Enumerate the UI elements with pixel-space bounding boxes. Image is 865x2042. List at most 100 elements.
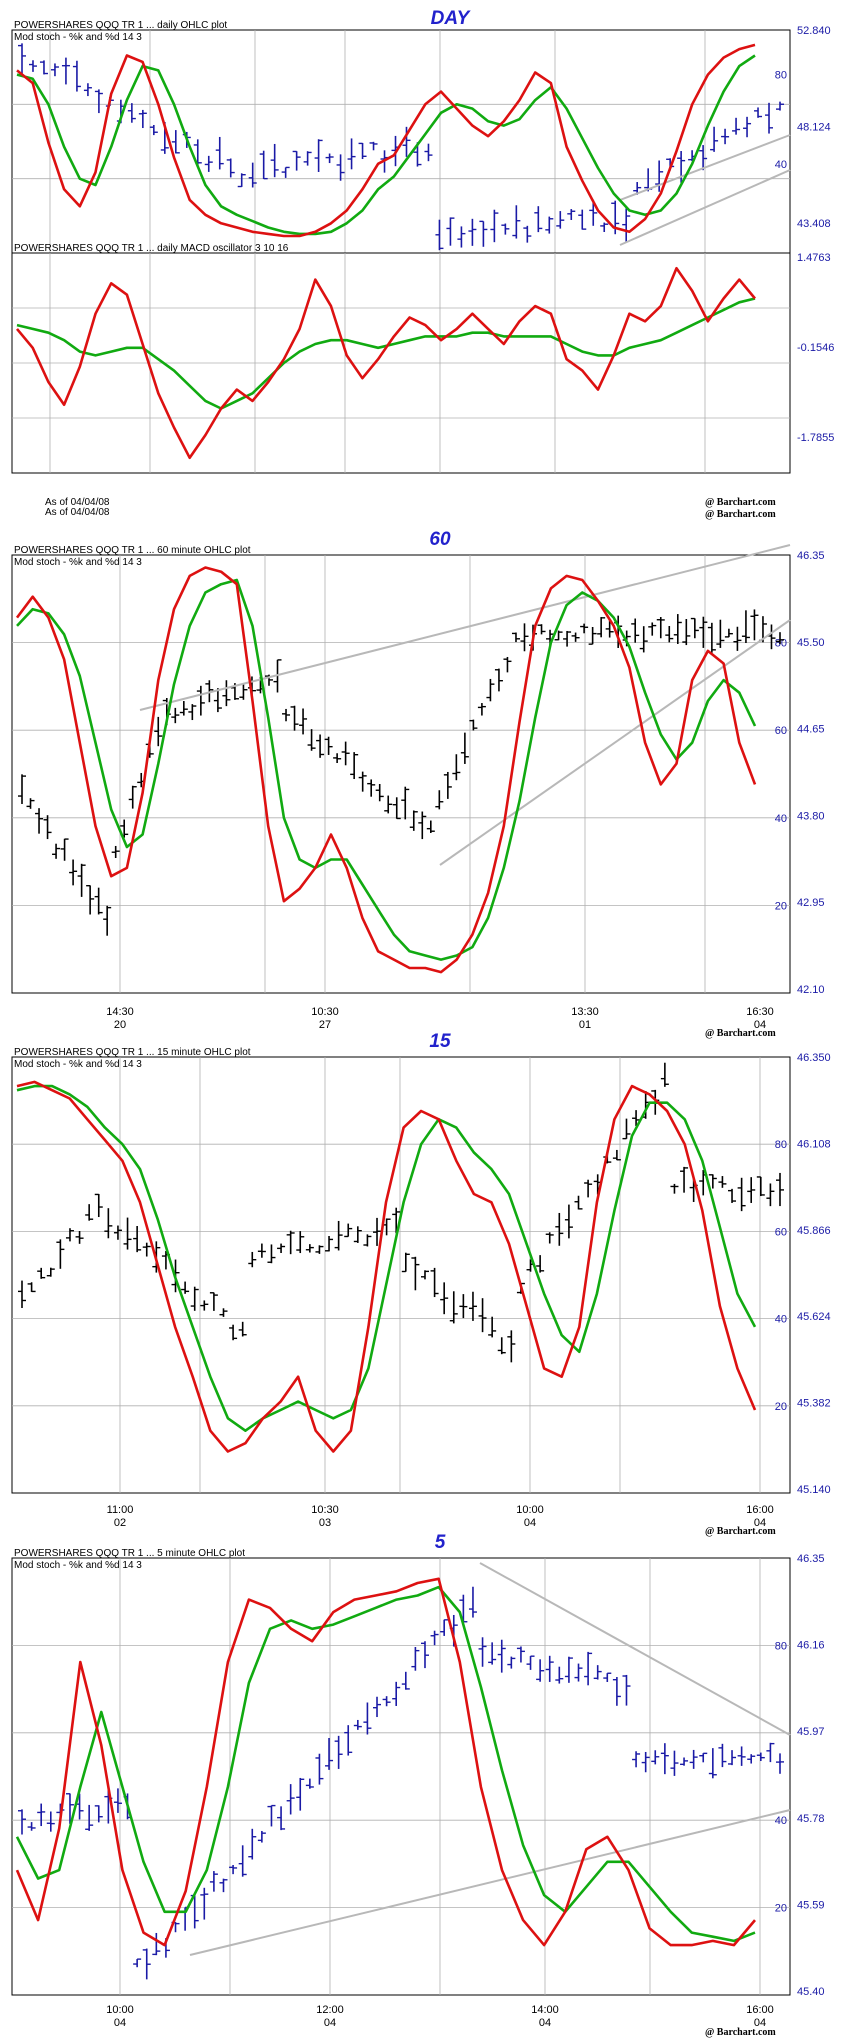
x-tick-label: 16:00 [746, 2004, 774, 2016]
x-tick-label: 12:00 [316, 2004, 344, 2016]
price-tick-label: 48.124 [797, 122, 831, 134]
price-tick-label: 42.95 [797, 897, 825, 909]
price-tick-label: 46.35 [797, 1553, 825, 1565]
trendlines [139, 544, 791, 866]
stoch-tick-label: 20 [775, 900, 787, 912]
stoch-tick-label: 40 [775, 813, 787, 825]
price-tick-label: 43.408 [797, 218, 831, 230]
price-tick-label: 43.80 [797, 810, 825, 822]
stoch-d-line [16, 578, 757, 961]
grid-lines [12, 1057, 790, 1493]
panel-frame-m60 [11, 554, 791, 994]
x-tick-label: 14:30 [106, 1006, 134, 1018]
stoch-caption: Mod stoch - %k and %d 14 3 [14, 1560, 142, 1571]
x-sub-tick-label: 02 [114, 1517, 126, 1529]
x-sub-tick-label: 01 [579, 1019, 591, 1031]
stoch-k-line [15, 566, 757, 974]
stoch-tick-label: 20 [775, 1401, 787, 1413]
stoch-k-line [16, 1080, 757, 1453]
price-tick-label: 45.97 [797, 1726, 825, 1738]
stoch-tick-label: 80 [775, 1640, 787, 1652]
x-tick-label: 11:00 [107, 1504, 134, 1516]
panel-frame-m15 [11, 1056, 791, 1494]
barchart-credit: @ Barchart.com [705, 497, 776, 508]
trendlines [189, 1562, 791, 1956]
stoch-caption: Mod stoch - %k and %d 14 3 [14, 32, 142, 43]
trendlines [619, 134, 791, 246]
stoch-tick-label: 80 [775, 70, 787, 82]
price-tick-label: 46.35 [797, 550, 825, 562]
stoch-tick-label: 40 [775, 159, 787, 171]
x-tick-label: 16:00 [746, 1504, 774, 1516]
x-sub-tick-label: 04 [539, 2017, 551, 2029]
x-sub-tick-label: 04 [324, 2017, 336, 2029]
stoch-tick-label: 40 [775, 1815, 787, 1827]
x-sub-tick-label: 27 [319, 1019, 331, 1031]
price-tick-label: 45.59 [797, 1899, 825, 1911]
macd-caption: POWERSHARES QQQ TR 1 ... daily MACD osci… [14, 243, 289, 254]
panel-frame-m5 [11, 1557, 791, 1996]
stoch-tick-label: 20 [775, 1903, 787, 1915]
price-tick-label: 46.16 [797, 1640, 825, 1652]
ohlc-bars [18, 1062, 784, 1363]
stoch-tick-label: 40 [775, 1314, 787, 1326]
price-caption: POWERSHARES QQQ TR 1 ... 15 minute OHLC … [14, 1047, 251, 1058]
price-tick-label: 45.140 [797, 1484, 831, 1496]
x-sub-tick-label: 03 [319, 1517, 331, 1529]
stoch-tick-label: 60 [775, 1226, 787, 1238]
x-sub-tick-label: 04 [524, 1517, 536, 1529]
macd-tick-label: -0.1546 [797, 342, 834, 354]
price-caption: POWERSHARES QQQ TR 1 ... daily OHLC plot [14, 20, 227, 31]
macd-tick-label: 1.4763 [797, 252, 831, 264]
stoch-caption: Mod stoch - %k and %d 14 3 [14, 557, 142, 568]
barchart-credit: @ Barchart.com [705, 1028, 776, 1039]
price-tick-label: 46.108 [797, 1138, 831, 1150]
price-tick-label: 45.78 [797, 1813, 825, 1825]
x-sub-tick-label: 04 [114, 2017, 126, 2029]
price-tick-label: 45.866 [797, 1225, 831, 1237]
barchart-credit: @ Barchart.com [705, 509, 776, 520]
x-tick-label: 10:30 [311, 1504, 339, 1516]
x-tick-label: 13:30 [571, 1006, 599, 1018]
x-sub-tick-label: 04 [754, 1019, 766, 1031]
price-caption: POWERSHARES QQQ TR 1 ... 5 minute OHLC p… [14, 1548, 245, 1559]
price-tick-label: 44.65 [797, 724, 825, 736]
stoch-d-line [16, 1084, 757, 1432]
panel-title: DAY [431, 8, 472, 29]
x-tick-label: 10:30 [311, 1006, 339, 1018]
macd-tick-label: -1.7855 [797, 432, 834, 444]
stoch-k-line [15, 1577, 756, 1947]
stoch-tick-label: 80 [775, 1139, 787, 1151]
ohlc-bars [18, 1586, 784, 1980]
barchart-credit: @ Barchart.com [705, 2027, 776, 2038]
price-caption: POWERSHARES QQQ TR 1 ... 60 minute OHLC … [14, 545, 251, 556]
price-tick-label: 42.10 [797, 984, 825, 996]
ohlc-bars [18, 609, 784, 936]
panel-title: 60 [429, 529, 451, 550]
price-tick-label: 45.50 [797, 637, 825, 649]
x-tick-label: 10:00 [106, 2004, 134, 2016]
price-tick-label: 52.840 [797, 25, 831, 37]
x-tick-label: 10:00 [516, 1504, 544, 1516]
x-tick-label: 14:00 [531, 2004, 559, 2016]
stoch-tick-label: 60 [775, 725, 787, 737]
x-tick-label: 16:30 [746, 1006, 774, 1018]
ohlc-bars [18, 43, 784, 251]
price-tick-label: 45.40 [797, 1986, 825, 1998]
stoch-caption: Mod stoch - %k and %d 14 3 [14, 1059, 142, 1070]
macd-line [16, 266, 756, 460]
stoch-tick-label: 80 [775, 638, 787, 650]
panel-title: 5 [435, 1532, 446, 1553]
stoch-d-line [16, 54, 756, 236]
price-tick-label: 46.350 [797, 1052, 831, 1064]
x-sub-tick-label: 04 [754, 1517, 766, 1529]
x-sub-tick-label: 20 [114, 1019, 126, 1031]
stoch-k-line [16, 43, 756, 238]
panel-title: 15 [429, 1031, 451, 1052]
price-tick-label: 45.624 [797, 1311, 831, 1323]
barchart-credit: @ Barchart.com [705, 1526, 776, 1537]
price-tick-label: 45.382 [797, 1398, 831, 1410]
x-sub-tick-label: 04 [754, 2017, 766, 2029]
as-of-label: As of 04/04/08 [45, 507, 110, 518]
